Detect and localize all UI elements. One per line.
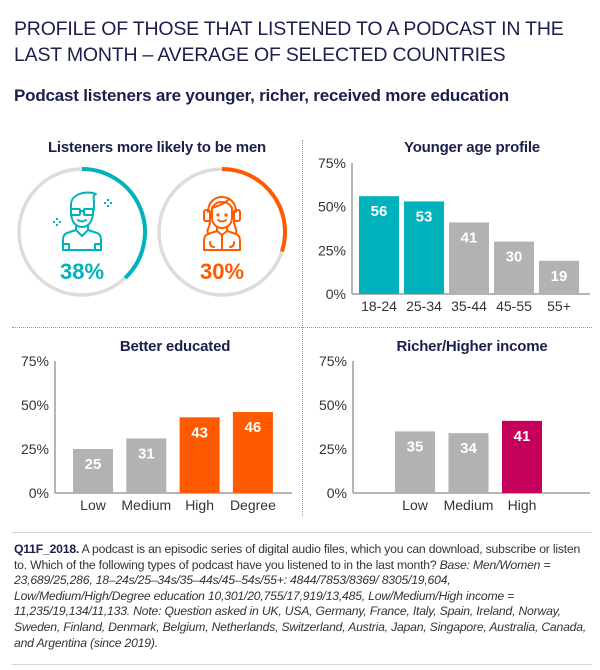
bar-value-label: 56 <box>371 203 388 220</box>
bar-value-label: 30 <box>506 249 523 266</box>
y-tick-label: 75% <box>318 155 346 171</box>
age-chart: 0% 25% 50% 75% 56 18-24 53 25-34 41 35-44 30 45-55 1… <box>318 155 590 314</box>
sparkle-icon <box>104 199 112 207</box>
bar-high <box>179 417 220 493</box>
x-tick-label: 55+ <box>547 298 571 314</box>
bar-45-55 <box>494 241 534 294</box>
footnote: Q11F_2018. A podcast is an episodic seri… <box>14 542 589 651</box>
gender-panel: 38% 30% <box>17 167 288 297</box>
footnote-top-rule <box>12 532 592 533</box>
women-donut: 30% <box>157 167 288 297</box>
footnote-bottom-rule <box>12 664 592 665</box>
y-tick-label: 50% <box>21 397 49 413</box>
y-tick-label: 0% <box>327 485 347 501</box>
men-percentage: 38% <box>60 259 104 284</box>
bar-low <box>73 449 113 493</box>
bar-medium <box>448 433 489 493</box>
bar-medium <box>126 438 167 493</box>
y-tick-label: 50% <box>319 397 347 413</box>
income-chart-title: Richer/Higher income <box>396 338 548 355</box>
x-tick-label: 18-24 <box>361 298 397 314</box>
x-tick-label: Degree <box>230 497 276 513</box>
y-tick-label: 25% <box>319 441 347 457</box>
men-ring-arc <box>81 167 148 280</box>
men-donut: 38% <box>17 167 148 297</box>
horizontal-divider <box>12 327 592 328</box>
man-with-glasses-icon <box>62 191 102 251</box>
education-chart-title: Better educated <box>119 338 231 355</box>
bar-value-label: 19 <box>551 268 568 285</box>
bar-18-24 <box>359 196 399 294</box>
bar-low <box>395 431 435 493</box>
x-tick-label: Low <box>80 497 107 513</box>
x-tick-label: High <box>185 497 214 513</box>
bar-35-44 <box>449 222 489 294</box>
y-tick-label: 0% <box>29 485 49 501</box>
x-tick-label: High <box>508 497 537 513</box>
y-tick-label: 0% <box>326 286 346 302</box>
bar-value-label: 43 <box>191 424 208 441</box>
vertical-divider <box>302 140 303 516</box>
y-tick-label: 75% <box>21 353 49 369</box>
x-tick-label: 45-55 <box>496 298 532 314</box>
bar-value-label: 34 <box>460 440 477 457</box>
footnote-base: Base: Men/Women = 23,689/25,286, 18–24s/… <box>14 557 587 650</box>
age-chart-title: Younger age profile <box>404 139 540 156</box>
women-percentage: 30% <box>200 259 244 284</box>
bar-high <box>502 420 542 493</box>
page-subtitle: Podcast listeners are younger, richer, r… <box>14 86 509 105</box>
bar-value-label: 35 <box>407 438 424 455</box>
bar-value-label: 53 <box>416 208 433 225</box>
x-tick-label: Medium <box>121 497 171 513</box>
page-title: PROFILE OF THOSE THAT LISTENED TO A PODC… <box>14 18 564 66</box>
income-chart: 0% 25% 50% 75% 35 Low 34 Medium 41 High <box>319 353 590 513</box>
x-tick-label: Low <box>402 497 429 513</box>
bar-value-label: 46 <box>245 419 262 436</box>
y-tick-label: 25% <box>318 242 346 258</box>
bar-value-label: 25 <box>85 456 102 473</box>
y-tick-label: 25% <box>21 441 49 457</box>
bar-25-34 <box>404 201 444 294</box>
bar-55- <box>539 260 579 294</box>
footnote-question-id: Q11F_2018. <box>14 542 80 556</box>
sparkle-icon <box>53 218 61 226</box>
woman-with-headphones-icon <box>203 196 241 251</box>
y-tick-label: 50% <box>318 199 346 215</box>
bar-value-label: 41 <box>461 229 478 246</box>
y-tick-label: 75% <box>319 353 347 369</box>
bar-value-label: 41 <box>514 428 531 445</box>
education-chart: 0% 25% 50% 75% 25 Low 31 Medium 43 High 46 Degree <box>21 353 292 513</box>
footnote-question: A podcast is an episodic series of digit… <box>14 542 581 572</box>
x-tick-label: 25-34 <box>406 298 442 314</box>
x-tick-label: 35-44 <box>451 298 487 314</box>
women-ring-arc <box>221 167 288 253</box>
bar-degree <box>232 412 273 493</box>
gender-panel-title: Listeners more likely to be men <box>47 139 267 156</box>
x-tick-label: Medium <box>444 497 494 513</box>
bar-value-label: 31 <box>138 445 155 462</box>
